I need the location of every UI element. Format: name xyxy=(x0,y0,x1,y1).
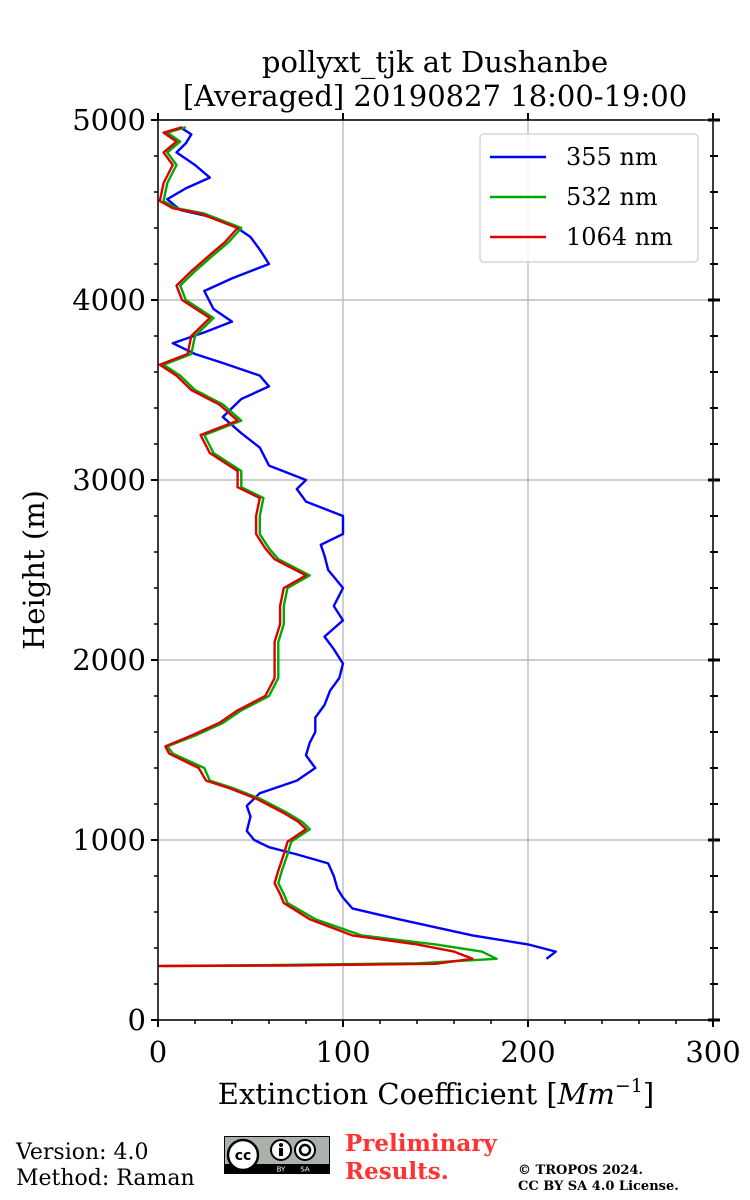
preliminary-line-2: Results. xyxy=(345,1158,449,1185)
series-line-532-nm xyxy=(162,126,498,968)
legend-label-1064: 1064 nm xyxy=(566,223,673,251)
x-tick-label-200: 200 xyxy=(500,1035,555,1069)
copyright-line-1: © TROPOS 2024. xyxy=(518,1163,644,1178)
by-label: BY xyxy=(277,1166,286,1174)
copyright-notice: © TROPOS 2024. CC BY SA 4.0 License. xyxy=(518,1163,679,1195)
y-tick-label-1000: 1000 xyxy=(72,823,146,857)
legend: 355 nm 532 nm 1064 nm xyxy=(479,133,699,263)
share-alike-icon xyxy=(294,1139,316,1161)
preliminary-results-notice: Preliminary Results. xyxy=(345,1130,497,1186)
y-tick-label-3000: 3000 xyxy=(72,463,146,497)
y-axis-label: Height (m) xyxy=(17,490,51,650)
copyright-line-2: CC BY SA 4.0 License. xyxy=(518,1179,679,1194)
legend-label-532: 532 nm xyxy=(566,183,658,211)
chart-title-line-2: [Averaged] 20190827 18:00-19:00 xyxy=(183,79,687,113)
preliminary-line-1: Preliminary xyxy=(345,1130,497,1157)
legend-label-355: 355 nm xyxy=(566,143,658,171)
series-line-355-nm xyxy=(166,126,557,960)
series-line-1064-nm xyxy=(157,126,474,968)
chart-title-line-1: pollyxt_tjk at Dushanbe xyxy=(262,45,608,80)
y-tick-label-0: 0 xyxy=(128,1003,146,1037)
x-axis-label-text: Extinction Coefficient [ xyxy=(218,1077,558,1111)
cc-badge-text: cc xyxy=(235,1148,252,1164)
legend-box xyxy=(479,133,699,263)
x-tick-label-300: 300 xyxy=(685,1035,740,1069)
data-series xyxy=(157,126,557,968)
method-label: Method: Raman xyxy=(16,1166,195,1191)
cc-by-sa-license-icon: cc BY SA xyxy=(224,1136,330,1174)
sa-label: SA xyxy=(300,1166,310,1174)
version-label: Version: 4.0 xyxy=(16,1140,149,1165)
plot-frame xyxy=(157,119,714,1021)
x-tick-label-0: 0 xyxy=(149,1035,167,1069)
x-axis-label-exponent: −1 xyxy=(615,1075,643,1097)
x-tick-label-100: 100 xyxy=(315,1035,370,1069)
y-tick-label-4000: 4000 xyxy=(72,283,146,317)
y-tick-label-2000: 2000 xyxy=(72,643,146,677)
y-tick-label-5000: 5000 xyxy=(72,103,146,137)
x-axis-label-close: ] xyxy=(643,1077,654,1111)
x-axis-label-unit: Mm xyxy=(557,1077,615,1111)
x-axis-label: Extinction Coefficient [Mm−1] xyxy=(218,1075,654,1111)
